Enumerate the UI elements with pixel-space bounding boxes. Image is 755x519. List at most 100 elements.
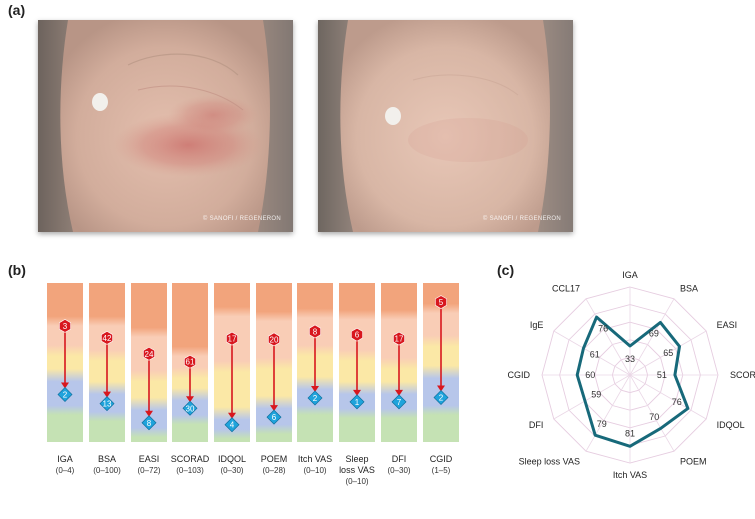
- radar-spoke: [553, 374, 631, 420]
- category-label: IGA: [57, 454, 73, 464]
- category-label: IDQOL: [218, 454, 246, 464]
- after-value-label: 30: [186, 404, 195, 413]
- photo-credit: © SANOFI / REGENERON: [202, 216, 281, 222]
- category-range-label: (0–30): [220, 466, 243, 475]
- before-value-label: 17: [395, 335, 404, 344]
- radar-axis-label: SCORAD: [730, 370, 755, 380]
- radar-value-label: 81: [625, 428, 635, 438]
- category-range-label: (0–10): [345, 477, 368, 486]
- panel-b-label: (b): [8, 262, 26, 278]
- radar-axis-label: POEM: [680, 457, 707, 467]
- radar-value-label: 76: [598, 323, 608, 333]
- after-value-marker: [433, 389, 449, 405]
- photo-credit: © SANOFI / REGENERON: [482, 216, 561, 222]
- after-value-label: 13: [103, 400, 112, 409]
- radar-spoke: [629, 374, 675, 452]
- before-value-label: 42: [103, 334, 112, 343]
- radar-value-label: 59: [591, 390, 601, 400]
- radar-spoke: [629, 374, 707, 420]
- category-label: Sleep: [345, 454, 368, 464]
- category-range-label: (0–28): [262, 466, 285, 475]
- before-value-marker: [393, 331, 405, 346]
- after-value-label: 2: [439, 393, 444, 402]
- radar-axis-label: IGA: [622, 270, 638, 280]
- category-label: POEM: [261, 454, 288, 464]
- radar-axis-label: BSA: [680, 283, 698, 293]
- category-label: EASI: [139, 454, 160, 464]
- radar-axis-label: IDQOL: [717, 420, 745, 430]
- radar-spoke: [585, 298, 631, 376]
- knee-skin-image-before: [38, 20, 293, 232]
- radar-value-label: 60: [585, 370, 595, 380]
- before-value-marker: [435, 295, 447, 309]
- radar-spoke: [629, 330, 707, 376]
- panel-c-label: (c): [497, 262, 515, 278]
- radar-axis-label: CGID: [508, 370, 531, 380]
- before-value-label: 8: [313, 327, 318, 336]
- radar-series-line: [575, 315, 690, 448]
- before-value-label: 3: [63, 322, 68, 331]
- before-value-marker: [101, 331, 113, 345]
- arrow-head: [103, 391, 111, 398]
- radar-spoke: [553, 330, 631, 376]
- before-value-label: 20: [270, 335, 279, 344]
- after-value-marker: [141, 415, 157, 431]
- before-value-marker: [309, 324, 321, 339]
- arrow-head: [186, 396, 194, 403]
- category-label: SCORAD: [171, 454, 210, 464]
- arrow-head: [228, 412, 236, 419]
- category-range-label: (0–4): [56, 466, 75, 475]
- arrow-head: [311, 386, 319, 393]
- before-value-marker: [268, 332, 280, 347]
- arrow-head: [353, 389, 361, 396]
- radar-value-label: 61: [590, 350, 600, 360]
- radar-axis-label: DFI: [529, 420, 544, 430]
- category-label: CGID: [430, 454, 453, 464]
- radar-value-label: 69: [649, 329, 659, 339]
- category-range-label: (0–100): [93, 466, 121, 475]
- after-value-label: 1: [355, 398, 360, 407]
- category-range-label: (0–30): [387, 466, 410, 475]
- before-value-marker: [59, 319, 71, 333]
- after-value-marker: [224, 417, 240, 433]
- before-value-marker: [226, 331, 238, 346]
- knee-skin-image-after: [318, 20, 573, 232]
- radar-value-label: 76: [672, 397, 682, 407]
- after-value-label: 7: [397, 398, 402, 407]
- radar-value-label: 51: [657, 370, 667, 380]
- radar-value-label: 70: [649, 412, 659, 422]
- arrow-head: [437, 385, 445, 392]
- radar-spoke: [585, 374, 631, 452]
- after-value-label: 2: [313, 394, 318, 403]
- radar-value-label: 33: [625, 354, 635, 364]
- photo-after-treatment: © SANOFI / REGENERON: [318, 20, 573, 232]
- before-value-marker: [184, 354, 196, 369]
- after-value-label: 6: [272, 413, 277, 422]
- category-label: DFI: [392, 454, 407, 464]
- before-value-label: 6: [355, 331, 360, 340]
- before-value-label: 17: [228, 335, 237, 344]
- photo-before-treatment: © SANOFI / REGENERON: [38, 20, 293, 232]
- after-value-label: 4: [230, 421, 235, 430]
- before-value-label: 24: [145, 350, 154, 359]
- radar-spoke: [629, 298, 675, 376]
- radar-axis-label: EASI: [717, 320, 738, 330]
- category-range-label: (1–5): [432, 466, 451, 475]
- radar-axis-label: Itch VAS: [613, 470, 647, 480]
- category-range-label: (0–103): [176, 466, 204, 475]
- before-value-label: 61: [186, 358, 195, 367]
- after-value-label: 2: [63, 390, 68, 399]
- arrow-head: [61, 382, 69, 389]
- after-value-marker: [307, 390, 323, 406]
- after-value-marker: [57, 386, 73, 402]
- radar-axis-label: Sleep loss VAS: [519, 457, 580, 467]
- category-range-label: (0–10): [303, 466, 326, 475]
- after-value-marker: [391, 394, 407, 410]
- before-value-marker: [351, 327, 363, 342]
- category-label: BSA: [98, 454, 116, 464]
- category-range-label: (0–72): [137, 466, 160, 475]
- radar-value-label: 65: [663, 348, 673, 358]
- after-value-marker: [99, 396, 115, 412]
